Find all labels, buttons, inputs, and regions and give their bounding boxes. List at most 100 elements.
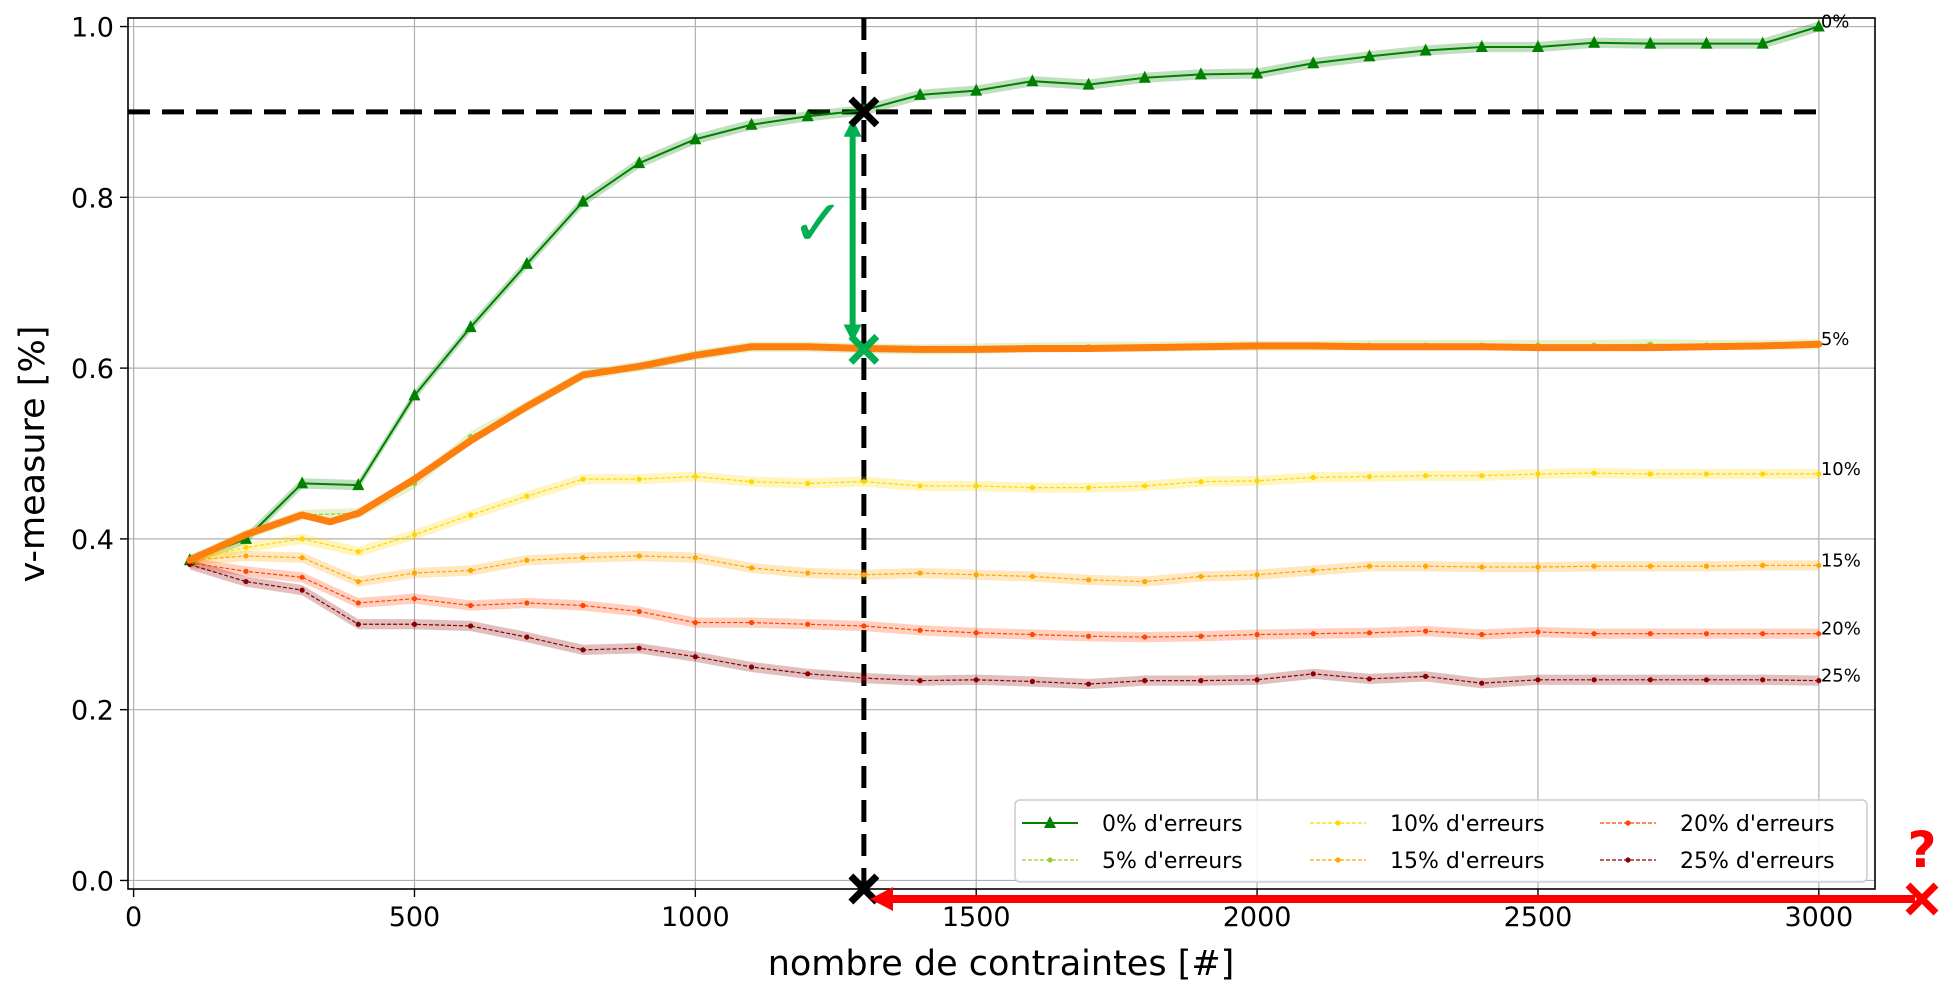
data-point	[1085, 485, 1092, 491]
data-point	[468, 602, 474, 609]
data-point	[468, 623, 474, 629]
data-point	[355, 621, 361, 627]
data-point	[1535, 677, 1541, 683]
data-point	[1138, 70, 1151, 83]
data-point	[692, 473, 698, 480]
data-point	[1647, 677, 1653, 683]
data-point	[1479, 680, 1485, 686]
data-point	[1254, 677, 1260, 683]
series-band	[189, 550, 1819, 587]
data-point	[299, 555, 305, 561]
legend-marker	[1047, 857, 1053, 863]
data-point	[408, 388, 421, 401]
data-point	[580, 476, 586, 482]
data-point	[1198, 633, 1204, 639]
data-point	[861, 479, 867, 485]
data-point	[1029, 485, 1035, 491]
data-point	[861, 675, 867, 681]
data-point	[1029, 678, 1035, 685]
black-cross-icon	[848, 96, 880, 128]
data-point	[973, 483, 979, 489]
data-point	[243, 578, 249, 585]
data-point	[1700, 36, 1713, 49]
data-point	[861, 623, 867, 629]
data-point	[1647, 471, 1653, 477]
legend-label: 20% d'erreurs	[1680, 812, 1835, 837]
red-cross-icon	[1905, 882, 1939, 916]
annotations: ✓	[791, 96, 880, 905]
data-point	[1591, 677, 1597, 683]
legend-label: 10% d'erreurs	[1390, 812, 1545, 837]
data-point	[1531, 40, 1544, 53]
x-tick-label: 500	[389, 902, 441, 933]
data-point	[636, 553, 642, 559]
data-point	[1423, 473, 1429, 479]
data-point	[1026, 74, 1039, 87]
y-axis-title: v-measure [%]	[13, 326, 53, 583]
data-point	[1760, 631, 1766, 637]
data-point	[468, 567, 474, 574]
series-line	[189, 562, 1819, 638]
data-point	[1142, 678, 1148, 684]
data-point	[1756, 36, 1769, 49]
data-point	[243, 553, 249, 559]
data-point	[1254, 631, 1260, 638]
legend-marker	[1625, 820, 1631, 826]
data-point	[973, 677, 979, 683]
highlight-curve	[186, 340, 1823, 564]
data-point	[1816, 562, 1822, 568]
legend-marker	[1625, 857, 1631, 863]
legend-marker	[1335, 857, 1341, 863]
data-point	[1310, 671, 1316, 677]
data-point	[861, 572, 867, 578]
data-point	[1816, 631, 1822, 637]
data-point	[917, 483, 923, 489]
series-end-label: 10%	[1821, 459, 1861, 480]
data-point	[524, 634, 530, 640]
checkmark-icon: ✓	[791, 187, 845, 261]
data-point	[805, 570, 811, 576]
series-line	[189, 563, 1819, 685]
confidence-bands	[189, 21, 1819, 690]
y-tick-label: 0.8	[71, 183, 114, 214]
x-tick-label: 2500	[1504, 902, 1573, 933]
legend-label: 15% d'erreurs	[1390, 849, 1545, 874]
data-point	[973, 630, 979, 636]
data-point	[1194, 67, 1207, 80]
data-point	[1366, 563, 1373, 569]
reference-lines	[128, 18, 1819, 895]
data-point	[1198, 573, 1204, 580]
y-tick-label: 0.4	[71, 525, 114, 556]
data-point	[1591, 631, 1597, 637]
data-point	[1479, 564, 1485, 570]
green-arrow-head-down	[843, 324, 862, 343]
legend: 0% d'erreurs 5% d'erreurs 10% d'erreurs 15%…	[1014, 799, 1868, 883]
series-band	[189, 559, 1819, 690]
series-line	[189, 25, 1820, 562]
plot-frame	[127, 17, 1876, 890]
series-line	[189, 555, 1819, 583]
data-point	[636, 476, 642, 482]
data-point	[355, 549, 361, 555]
series-end-label: 20%	[1821, 619, 1861, 640]
data-point	[1366, 473, 1373, 480]
data-point	[1029, 573, 1035, 580]
data-point	[1535, 629, 1541, 635]
data-point	[577, 194, 590, 207]
x-tick-label: 0	[125, 902, 142, 933]
legend-label: 25% d'erreurs	[1680, 849, 1835, 874]
data-point	[464, 320, 477, 333]
data-point	[805, 671, 811, 677]
x-axis-title: nombre de contraintes [#]	[768, 944, 1235, 984]
data-point	[748, 619, 755, 626]
data-point	[411, 532, 418, 538]
data-point	[1310, 474, 1316, 481]
data-point	[748, 565, 755, 571]
data-point	[1812, 19, 1825, 32]
data-point	[411, 596, 418, 602]
data-point	[801, 109, 814, 122]
data-point	[524, 493, 530, 499]
axis-ticks: 0 500 1000 1500 2000 2500 3000 0.0 0.2 0.4 0.6 0.8 1…	[71, 13, 1853, 933]
data-point	[633, 156, 646, 169]
data-point	[748, 479, 755, 485]
